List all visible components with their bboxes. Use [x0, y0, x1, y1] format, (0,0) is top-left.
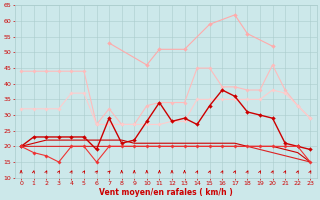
X-axis label: Vent moyen/en rafales ( km/h ): Vent moyen/en rafales ( km/h ) [99, 188, 233, 197]
